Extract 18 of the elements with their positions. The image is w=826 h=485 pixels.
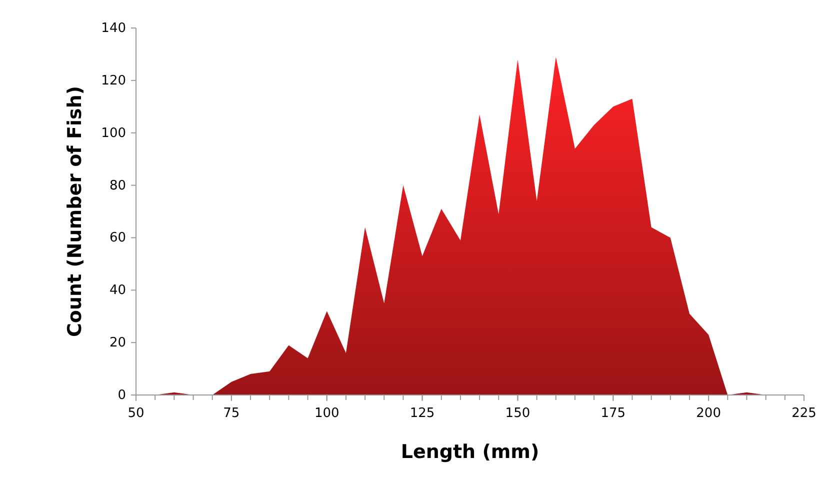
x-tick-label: 150 [505, 406, 530, 421]
x-tick-label: 225 [792, 406, 816, 421]
y-tick-label: 20 [109, 336, 126, 351]
x-tick-label: 125 [410, 406, 435, 421]
y-axis-title: Count (Number of Fish) [64, 86, 86, 338]
y-tick-label: 80 [109, 178, 126, 194]
y-tick-label: 0 [118, 388, 126, 403]
y-tick-label: 40 [109, 283, 126, 298]
y-tick-label: 60 [109, 230, 126, 246]
y-tick-label: 100 [101, 126, 126, 141]
y-tick-label: 120 [101, 73, 126, 88]
y-tick-label: 140 [101, 21, 126, 36]
x-axis-title: Length (mm) [400, 441, 540, 463]
x-tick-label: 100 [314, 406, 340, 421]
x-tick-label: 200 [696, 406, 721, 421]
x-tick-label: 50 [128, 406, 144, 421]
x-tick-label: 75 [223, 406, 240, 421]
x-tick-label: 175 [600, 406, 626, 421]
